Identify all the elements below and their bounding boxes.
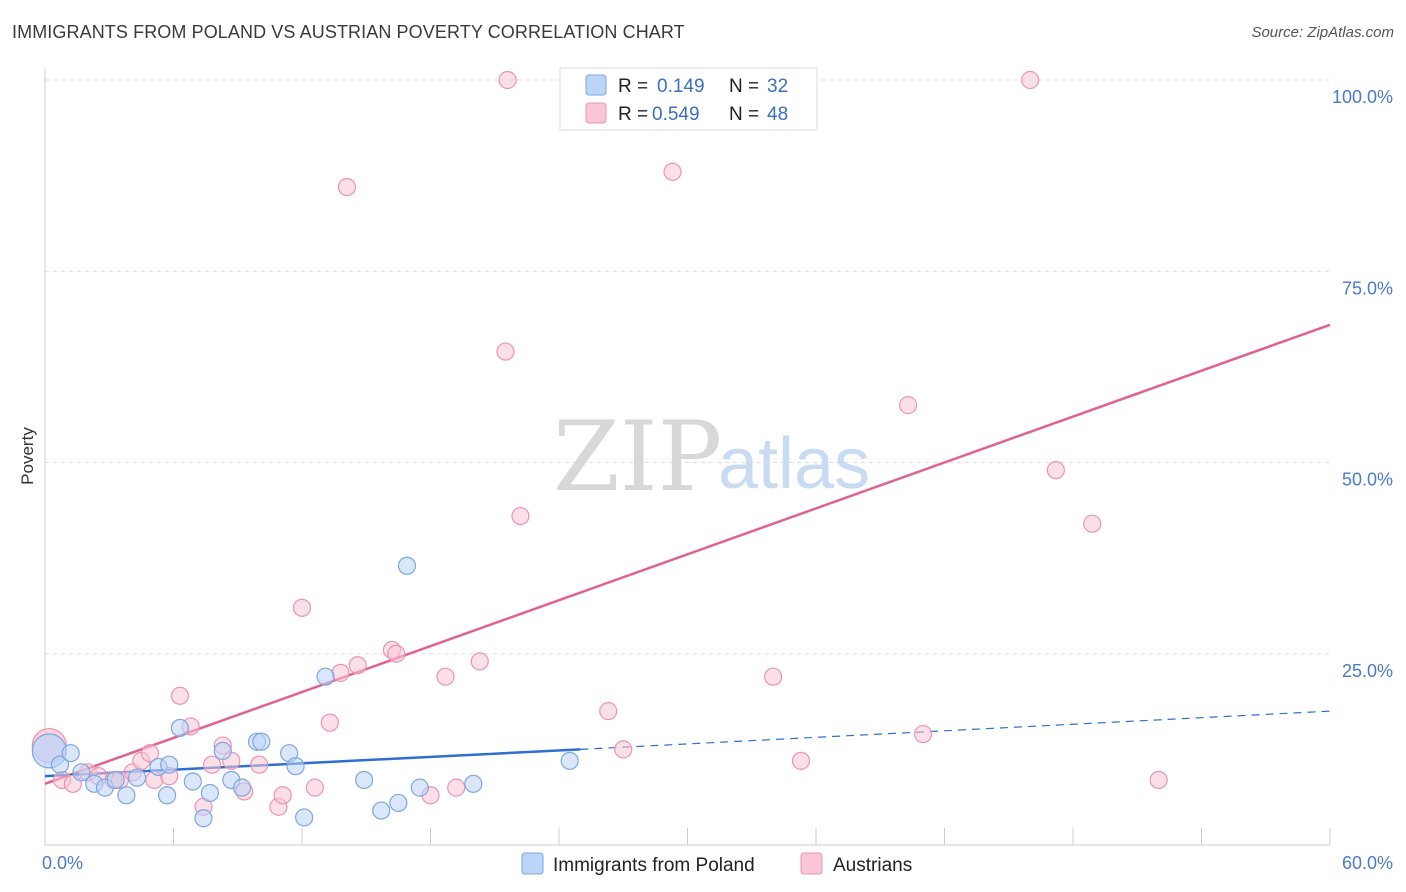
point-poland-20	[252, 732, 271, 751]
point-poland-27	[389, 793, 408, 813]
trend-lines	[44, 323, 1331, 785]
point-poland-8	[127, 768, 147, 787]
point-austrians-46	[1083, 514, 1102, 533]
point-austrians-31	[436, 667, 455, 686]
point-austrians-37	[599, 702, 618, 721]
point-austrians-27	[348, 656, 367, 675]
legend-swatch-austrians	[585, 102, 607, 124]
point-poland-25	[355, 770, 374, 790]
point-poland-23	[295, 808, 314, 827]
point-poland-24	[316, 667, 335, 686]
point-austrians-42	[898, 396, 918, 415]
point-austrians-15	[202, 755, 222, 774]
point-austrians-44	[1021, 70, 1040, 90]
point-austrians-25	[331, 663, 350, 682]
series-legend: Immigrants from Poland Austrians	[521, 852, 912, 876]
point-austrians-21	[273, 786, 292, 805]
legend-n-value-austrians: 48	[767, 104, 788, 125]
x-tick-label-0: 0.0%	[42, 853, 83, 873]
point-austrians-29	[387, 644, 406, 663]
point-austrians-23	[305, 778, 324, 797]
grid-lines	[45, 79, 1330, 655]
point-poland-31	[560, 751, 579, 770]
y-tick-label-2: 75.0%	[1342, 278, 1393, 298]
point-austrians-19	[250, 755, 269, 774]
point-poland-16	[213, 741, 232, 761]
point-austrians-43	[913, 724, 933, 744]
point-poland-28	[397, 556, 417, 575]
point-poland-10	[160, 755, 179, 774]
source-credit: Source: ZipAtlas.com	[1251, 24, 1394, 41]
point-poland-15	[200, 783, 220, 803]
point-austrians-9	[140, 744, 160, 763]
legend-n-label-austrians: N =	[729, 104, 759, 125]
point-poland-22	[286, 757, 305, 776]
y-tick-label-3: 100.0%	[1332, 87, 1393, 107]
watermark: ZIP atlas	[553, 401, 870, 513]
point-austrians-24	[320, 713, 339, 732]
legend-n-label-poland: N =	[729, 76, 759, 97]
point-poland-13	[183, 772, 202, 791]
point-austrians-22	[292, 598, 312, 617]
y-tick-label-0: 25.0%	[1342, 661, 1393, 681]
point-poland-30	[464, 774, 483, 793]
point-poland-11	[157, 786, 177, 805]
point-austrians-41	[791, 751, 811, 770]
point-austrians-12	[170, 686, 190, 705]
series-legend-swatch-austrians	[800, 852, 823, 875]
legend-r-label-poland: R =	[618, 76, 648, 97]
point-poland-7	[117, 786, 136, 805]
point-austrians-26	[337, 178, 357, 197]
x-tick-label-1: 60.0%	[1342, 853, 1393, 873]
point-poland-3	[72, 763, 91, 782]
point-austrians-38	[614, 740, 633, 759]
chart-title: IMMIGRANTS FROM POLAND VS AUSTRIAN POVER…	[12, 22, 685, 42]
point-austrians-35	[498, 70, 517, 90]
point-austrians-33	[470, 652, 489, 671]
point-austrians-32	[447, 778, 466, 797]
y-axis-label: Poverty	[18, 427, 37, 485]
axes	[44, 68, 1331, 846]
correlation-legend: R = 0.149 N = 32 R = 0.549 N = 48	[559, 67, 818, 131]
point-austrians-39	[663, 162, 682, 181]
point-poland-2	[61, 744, 80, 763]
legend-swatch-poland	[585, 74, 607, 96]
point-poland-18	[232, 778, 252, 797]
trend-line-austrians	[44, 323, 1331, 785]
point-poland-12	[170, 718, 190, 738]
y-tick-label-1: 50.0%	[1342, 470, 1393, 490]
series-legend-swatch-poland	[521, 852, 544, 875]
data-points	[31, 70, 1168, 828]
point-poland-26	[372, 801, 391, 820]
watermark-atlas: atlas	[718, 424, 870, 504]
legend-r-label-austrians: R =	[618, 104, 648, 125]
legend-r-value-poland: 0.149	[657, 76, 705, 97]
y-tick-labels: 25.0% 50.0% 75.0% 100.0%	[1332, 87, 1393, 681]
series-legend-label-poland: Immigrants from Poland	[553, 855, 755, 876]
x-tick-labels: 0.0% 60.0%	[42, 853, 1393, 873]
series-legend-label-austrians: Austrians	[833, 855, 912, 876]
point-poland-29	[410, 778, 429, 797]
point-austrians-45	[1046, 461, 1065, 480]
point-austrians-40	[764, 667, 783, 686]
point-austrians-36	[511, 506, 530, 526]
trend-line-poland-extension	[580, 710, 1331, 750]
legend-n-value-poland: 32	[767, 76, 788, 97]
watermark-zip: ZIP	[553, 401, 722, 513]
point-poland-6	[106, 770, 125, 790]
point-austrians-34	[496, 342, 515, 361]
point-austrians-47	[1149, 770, 1168, 790]
point-poland-14	[194, 809, 213, 828]
legend-r-value-austrians: 0.549	[652, 104, 700, 125]
point-poland-1	[50, 755, 70, 774]
